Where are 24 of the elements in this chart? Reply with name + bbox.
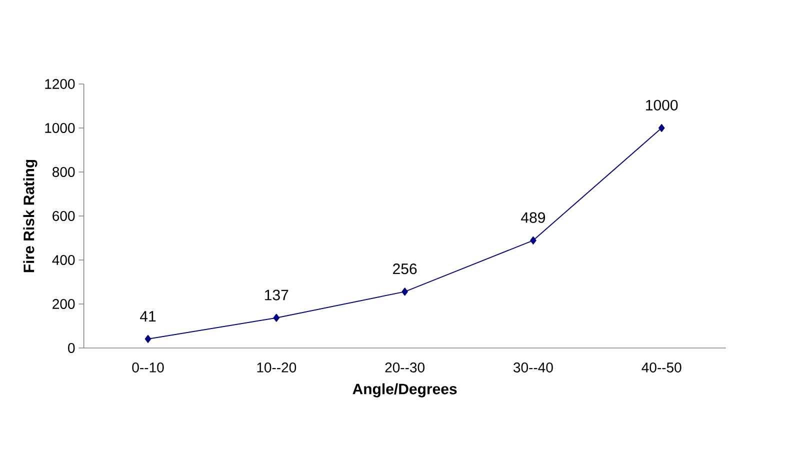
- x-tick-label: 0--10: [132, 362, 164, 372]
- x-axis-title: Angle/Degrees: [352, 383, 457, 398]
- y-tick-label: 200: [52, 299, 75, 309]
- data-label: 137: [265, 290, 288, 300]
- y-axis-title: Fire Risk Rating: [23, 160, 38, 272]
- data-label: 1000: [646, 100, 678, 110]
- data-label: 256: [393, 264, 417, 274]
- x-tick-label: 40--50: [642, 362, 682, 372]
- y-tick-label: 0: [68, 343, 75, 353]
- y-tick-label: 600: [52, 211, 75, 221]
- y-tick-label: 800: [52, 167, 75, 177]
- y-tick-label: 400: [52, 255, 75, 265]
- point: [402, 288, 408, 296]
- point: [273, 314, 280, 322]
- point: [144, 334, 152, 343]
- data-label: 41: [140, 311, 156, 322]
- x-tick-label: 20--30: [385, 362, 424, 372]
- data-label: 489: [521, 212, 545, 223]
- x-tick-label: 30--40: [514, 362, 553, 372]
- y-tick-label: 1000: [45, 123, 75, 133]
- point: [530, 236, 536, 244]
- x-tick-label: 10--20: [257, 362, 296, 372]
- point: [658, 124, 665, 132]
- y-tick-label: 1200: [45, 79, 75, 89]
